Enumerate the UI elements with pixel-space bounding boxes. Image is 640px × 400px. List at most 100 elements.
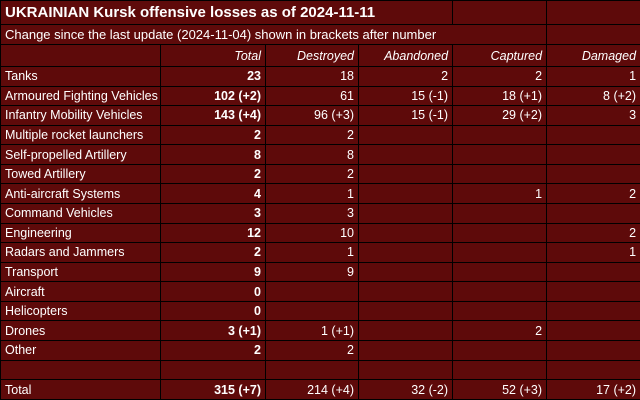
cell: Infantry Mobility Vehicles xyxy=(0,105,161,126)
table-row: Other 2 2 xyxy=(0,340,640,361)
table-row: Engineering 12 10 2 xyxy=(0,222,640,244)
cell xyxy=(357,261,454,283)
table-title: UKRAINIAN Kursk offensive losses as of 2… xyxy=(0,0,454,25)
cell: Damaged xyxy=(546,44,640,67)
cell xyxy=(546,261,640,283)
cell: 4 xyxy=(160,183,266,204)
cell xyxy=(265,300,359,322)
table-row: Tanks 23 18 2 2 1 xyxy=(0,65,640,87)
cell xyxy=(452,242,548,263)
table-row: Infantry Mobility Vehicles 143 (+4) 96 (+3… xyxy=(0,105,640,126)
cell xyxy=(546,359,640,381)
cell: 8 xyxy=(265,144,359,165)
table-row: Anti-aircraft Systems 4 1 1 2 xyxy=(0,183,640,204)
cell: 52 (+3) xyxy=(452,379,548,400)
table-row: Drones 3 (+1) 1 (+1) 2 xyxy=(0,320,640,342)
cell xyxy=(546,0,640,25)
cell xyxy=(357,222,454,244)
cell: 3 xyxy=(265,203,359,224)
cell xyxy=(357,340,454,361)
cell: 2 xyxy=(452,65,548,87)
table-row: Radars and Jammers 2 1 1 xyxy=(0,242,640,263)
cell: Tanks xyxy=(0,65,161,87)
cell xyxy=(546,320,640,342)
cell: 0 xyxy=(160,281,266,302)
cell xyxy=(452,124,548,146)
cell: 1 xyxy=(265,183,359,204)
cell: 12 xyxy=(160,222,266,244)
table-row: Helicopters 0 xyxy=(0,300,640,322)
cell xyxy=(452,222,548,244)
cell: 2 xyxy=(265,163,359,185)
table-row: Total Destroyed Abandoned Captured Damaged xyxy=(0,44,640,67)
cell xyxy=(546,144,640,165)
cell xyxy=(452,261,548,283)
cell xyxy=(452,144,548,165)
cell: 18 xyxy=(265,65,359,87)
cell: 8 (+2) xyxy=(546,85,640,107)
cell: 3 (+1) xyxy=(160,320,266,342)
cell: 2 xyxy=(546,183,640,204)
cell: 10 xyxy=(265,222,359,244)
cell xyxy=(357,359,454,381)
cell: 8 xyxy=(160,144,266,165)
cell xyxy=(452,281,548,302)
cell xyxy=(357,281,454,302)
cell: Transport xyxy=(0,261,161,283)
cell xyxy=(452,163,548,185)
cell xyxy=(546,163,640,185)
cell: 3 xyxy=(160,203,266,224)
cell: 0 xyxy=(160,300,266,322)
table-row: Command Vehicles 3 3 xyxy=(0,203,640,224)
cell: Aircraft xyxy=(0,281,161,302)
cell: 15 (-1) xyxy=(357,85,454,107)
table-row: Total 315 (+7) 214 (+4) 32 (-2) 52 (+3) 17 (+… xyxy=(0,379,640,400)
cell: Total xyxy=(0,379,161,400)
cell xyxy=(357,320,454,342)
cell xyxy=(546,281,640,302)
cell: 2 xyxy=(160,163,266,185)
cell: Multiple rocket launchers xyxy=(0,124,161,146)
cell: 1 xyxy=(452,183,548,204)
cell: 9 xyxy=(265,261,359,283)
cell: Armoured Fighting Vehicles xyxy=(0,85,161,107)
cell: Command Vehicles xyxy=(0,203,161,224)
cell: Radars and Jammers xyxy=(0,242,161,263)
cell: 214 (+4) xyxy=(265,379,359,400)
cell: 1 xyxy=(546,242,640,263)
cell: 2 xyxy=(546,222,640,244)
cell: Abandoned xyxy=(357,44,454,67)
cell xyxy=(357,242,454,263)
cell: 61 xyxy=(265,85,359,107)
table-subtitle: Change since the last update (2024-11-04… xyxy=(0,23,548,46)
cell: Other xyxy=(0,340,161,361)
cell: 18 (+1) xyxy=(452,85,548,107)
cell: Captured xyxy=(452,44,548,67)
table-row: Transport 9 9 xyxy=(0,261,640,283)
cell xyxy=(452,300,548,322)
cell: 2 xyxy=(160,340,266,361)
cell: 2 xyxy=(160,124,266,146)
cell: 96 (+3) xyxy=(265,105,359,126)
cell: Destroyed xyxy=(265,44,359,67)
cell: 32 (-2) xyxy=(357,379,454,400)
cell: Drones xyxy=(0,320,161,342)
cell: 1 (+1) xyxy=(265,320,359,342)
table-row: Multiple rocket launchers 2 2 xyxy=(0,124,640,146)
table-row: Aircraft 0 xyxy=(0,281,640,302)
cell xyxy=(546,203,640,224)
cell xyxy=(357,144,454,165)
cell: Engineering xyxy=(0,222,161,244)
table-row: Self-propelled Artillery 8 8 xyxy=(0,144,640,165)
cell: 143 (+4) xyxy=(160,105,266,126)
cell: Towed Artillery xyxy=(0,163,161,185)
cell xyxy=(546,124,640,146)
cell xyxy=(452,203,548,224)
cell: Total xyxy=(160,44,266,67)
cell xyxy=(546,300,640,322)
table-row: Armoured Fighting Vehicles 102 (+2) 61 15 (… xyxy=(0,85,640,107)
cell xyxy=(546,23,640,46)
cell xyxy=(265,359,359,381)
cell xyxy=(0,44,161,67)
cell xyxy=(357,203,454,224)
